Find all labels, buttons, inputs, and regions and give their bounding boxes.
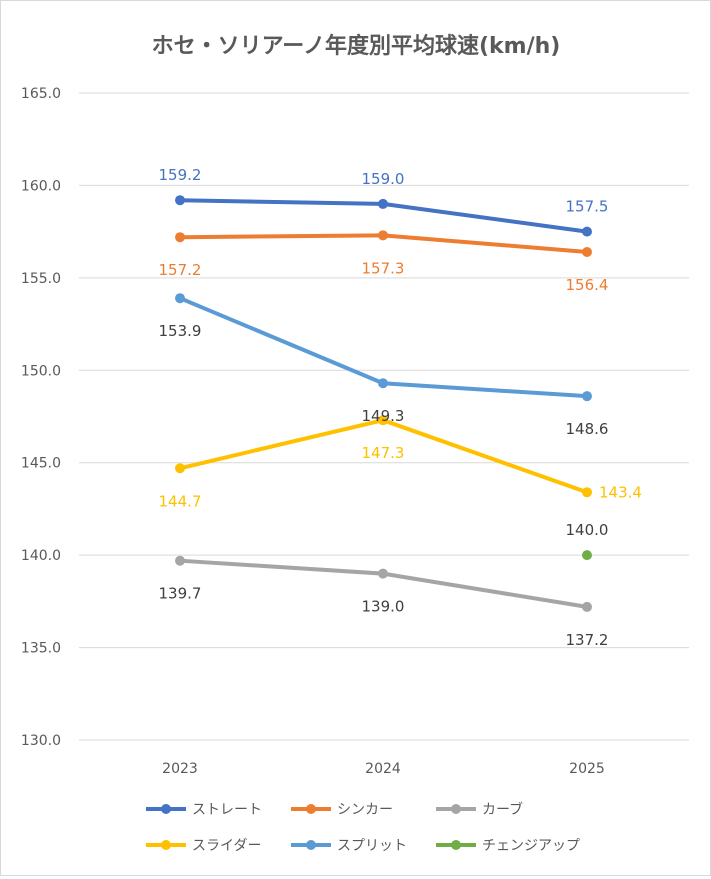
- data-label: 139.0: [362, 598, 405, 616]
- legend-label: シンカー: [337, 802, 393, 818]
- y-tick-label: 135.0: [21, 641, 61, 657]
- legend-label: カーブ: [482, 801, 523, 818]
- legend-marker-dot: [306, 804, 316, 814]
- data-point: [582, 246, 592, 257]
- x-tick-label: 2024: [365, 761, 401, 777]
- legend-marker-dot: [451, 804, 461, 814]
- legend-label: チェンジアップ: [482, 838, 580, 854]
- data-label: 156.4: [566, 276, 609, 294]
- x-tick-label: 2023: [162, 761, 198, 777]
- legend-marker-dot: [306, 840, 316, 850]
- data-point: [378, 198, 388, 209]
- y-tick-label: 150.0: [21, 363, 61, 379]
- data-point: [378, 230, 388, 241]
- data-label: 159.0: [362, 170, 405, 188]
- data-label: 157.3: [362, 259, 405, 277]
- legend-label: ストレート: [192, 802, 262, 818]
- data-point: [175, 293, 185, 304]
- data-label: 143.4: [599, 483, 642, 501]
- data-point: [582, 550, 592, 561]
- data-point: [175, 195, 185, 206]
- y-tick-label: 130.0: [21, 733, 61, 749]
- data-label: 159.2: [159, 166, 202, 184]
- legend-label: スライダー: [192, 838, 261, 854]
- data-point: [582, 601, 592, 612]
- y-tick-label: 140.0: [21, 548, 61, 564]
- data-point: [582, 487, 592, 498]
- data-label: 139.7: [159, 585, 202, 603]
- data-label: 149.3: [362, 407, 405, 425]
- chart-title: ホセ・ソリアーノ年度別平均球速(km/h): [152, 33, 561, 59]
- data-label: 153.9: [159, 322, 202, 340]
- legend-marker-dot: [451, 840, 461, 850]
- y-tick-label: 165.0: [21, 86, 61, 102]
- data-label: 144.7: [159, 492, 202, 510]
- y-tick-label: 160.0: [21, 178, 61, 194]
- data-label: 157.5: [566, 198, 609, 216]
- data-label: 148.6: [566, 420, 609, 438]
- data-point: [378, 415, 388, 426]
- x-tick-label: 2025: [569, 761, 605, 777]
- data-point: [582, 226, 592, 237]
- data-point: [175, 463, 185, 474]
- data-point: [378, 378, 388, 389]
- data-label: 157.2: [159, 261, 202, 279]
- y-tick-label: 155.0: [21, 271, 61, 287]
- data-label: 147.3: [362, 444, 405, 462]
- legend-marker-dot: [161, 840, 171, 850]
- legend-label: スプリット: [337, 838, 407, 854]
- data-point: [582, 391, 592, 402]
- data-point: [175, 555, 185, 566]
- data-label: 137.2: [566, 631, 609, 649]
- data-point: [378, 568, 388, 579]
- data-label: 140.0: [566, 521, 609, 539]
- legend-marker-dot: [161, 804, 171, 814]
- y-tick-label: 145.0: [21, 456, 61, 472]
- data-point: [175, 232, 185, 243]
